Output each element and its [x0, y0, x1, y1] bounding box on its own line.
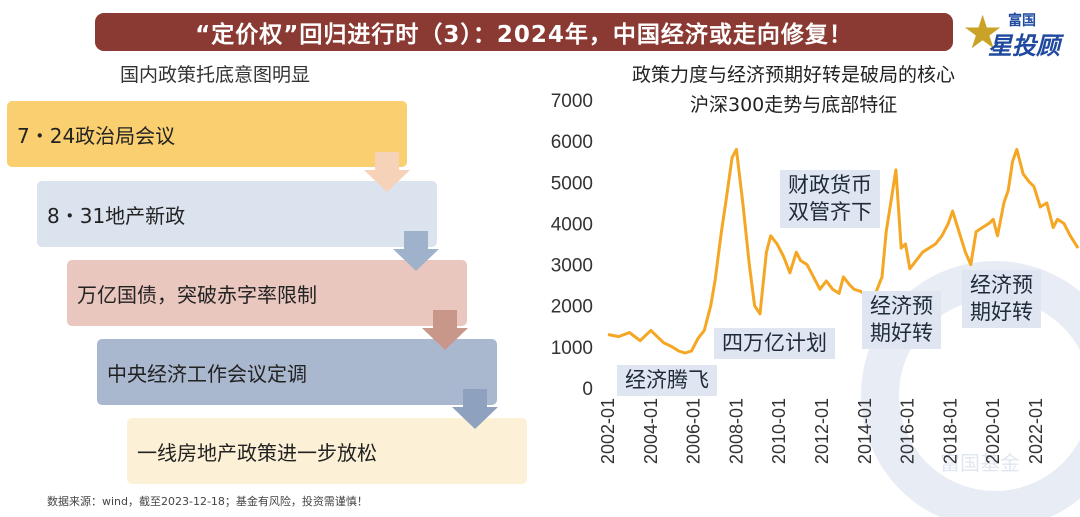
- star-icon: ★: [962, 5, 1004, 59]
- right-panel-title: 政策力度与经济预期好转是破局的核心: [632, 64, 956, 86]
- policy-step-label: 7・24政治局会议: [17, 123, 176, 148]
- y-tick-label: 3000: [551, 256, 593, 277]
- y-tick-label: 5000: [551, 173, 593, 194]
- x-tick-label: 2002-01: [598, 398, 618, 464]
- x-tick-label: 2006-01: [684, 398, 704, 464]
- logo-top-text: 富国: [1008, 13, 1036, 29]
- policy-step: 8・31地产新政: [37, 181, 437, 247]
- x-tick-label: 2020-01: [983, 398, 1003, 464]
- down-arrow-icon: [452, 389, 498, 429]
- y-tick-label: 0: [582, 379, 593, 400]
- x-tick-label: 2022-01: [1026, 398, 1046, 464]
- y-tick-label: 4000: [551, 214, 593, 235]
- y-tick-label: 1000: [551, 338, 593, 359]
- left-panel-title: 国内政策托底意图明显: [120, 64, 311, 86]
- x-tick-label: 2012-01: [812, 398, 832, 464]
- annotation-label: 四万亿计划: [714, 328, 835, 359]
- x-tick-label: 2010-01: [769, 398, 789, 464]
- policy-step-label: 8・31地产新政: [47, 203, 186, 228]
- policy-step: 一线房地产政策进一步放松: [127, 418, 527, 484]
- x-tick-label: 2018-01: [940, 398, 960, 464]
- x-tick-label: 2014-01: [855, 398, 875, 464]
- down-arrow-icon: [393, 231, 439, 271]
- annotation-label: 经济腾飞: [617, 365, 717, 396]
- x-tick-label: 2004-01: [641, 398, 661, 464]
- logo-bottom-text: 星投顾: [988, 32, 1060, 60]
- policy-step: 万亿国债，突破赤字率限制: [67, 260, 467, 326]
- policy-step: 中央经济工作会议定调: [97, 339, 497, 405]
- annotation-label: 经济预 期好转: [962, 270, 1041, 328]
- watermark-text: 富国基金: [940, 452, 1020, 475]
- policy-step-label: 中央经济工作会议定调: [107, 361, 307, 386]
- down-arrow-icon: [364, 152, 410, 192]
- x-tick-label: 2008-01: [726, 398, 746, 464]
- page-title: “定价权”回归进行时（3）：2024年，中国经济或走向修复！: [195, 22, 853, 48]
- policy-step-label: 万亿国债，突破赤字率限制: [77, 282, 317, 307]
- x-tick-label: 2016-01: [898, 398, 918, 464]
- y-tick-label: 6000: [551, 132, 593, 153]
- series-line-csi300: [607, 147, 1080, 355]
- y-tick-label: 2000: [551, 297, 593, 318]
- policy-step: 7・24政治局会议: [7, 101, 407, 167]
- data-source-note: 数据来源：wind，截至2023-12-18；基金有风险，投资需谨慎！: [47, 495, 368, 508]
- annotation-label: 经济预 期好转: [862, 291, 941, 349]
- policy-step-label: 一线房地产政策进一步放松: [137, 440, 377, 465]
- chart-title: 沪深300走势与底部特征: [690, 94, 898, 116]
- header-banner: “定价权”回归进行时（3）：2024年，中国经济或走向修复！: [95, 13, 953, 51]
- annotation-label: 财政货币 双管齐下: [780, 170, 880, 228]
- y-tick-label: 7000: [551, 91, 593, 112]
- down-arrow-icon: [422, 310, 468, 350]
- brand-logo: ★ 富国 星投顾: [962, 5, 1074, 60]
